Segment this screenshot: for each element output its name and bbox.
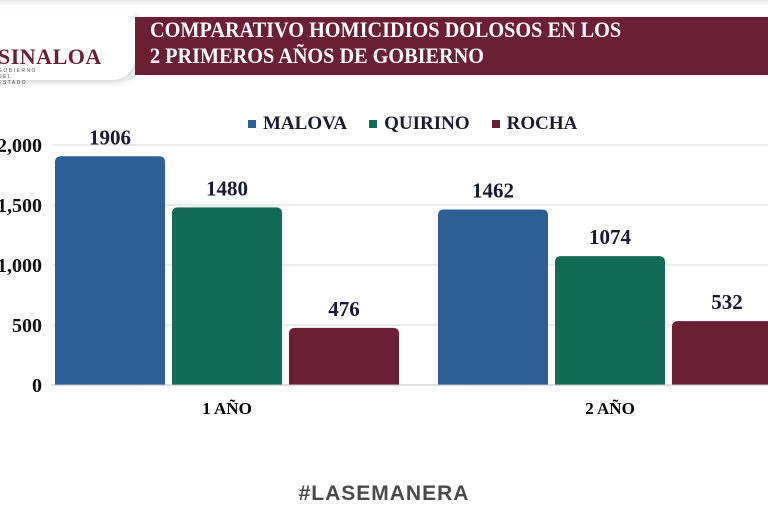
bar-quirino [172,207,282,385]
bar-rocha [289,327,399,385]
legend-label: ROCHA [506,113,578,134]
y-tick-label: 2,000 [0,135,42,157]
x-category-label: 2 AÑO [585,399,635,418]
top-shadow [0,0,768,6]
legend: MALOVA QUIRINO ROCHA [248,113,599,135]
chart-title: COMPARATIVO HOMICIDIOS DOLOSOS EN LOS 2 … [150,17,621,69]
bar-chart: 0 500 1,000 1,500 2,000 1906 1480 476 1 AÑO 1462 1… [0,125,768,418]
legend-label: QUIRINO [384,113,470,134]
data-label: 1462 [472,179,514,203]
bar-rocha [672,321,768,385]
y-tick-label: 0 [32,375,42,397]
data-label: 1906 [89,125,131,149]
legend-swatch [248,120,256,128]
logo-name: SINALOA [0,44,102,69]
x-category-label: 1 AÑO [202,399,252,418]
logo-subtitle: GOBIERNO DEL ESTADO [0,68,37,86]
title-line-2: 2 PRIMEROS AÑOS DE GOBIERNO [150,43,485,68]
data-label: 476 [328,297,360,321]
legend-item-quirino: QUIRINO [369,113,470,135]
title-line-1: COMPARATIVO HOMICIDIOS DOLOSOS EN LOS [150,17,622,42]
legend-swatch [369,120,378,128]
logo: SINALOA GOBIERNO DEL ESTADO [0,12,135,86]
bar-malova [55,156,165,385]
legend-item-rocha: ROCHA [491,113,578,135]
title-banner [135,17,768,75]
data-label: 532 [711,290,743,314]
legend-label: MALOVA [263,113,348,134]
data-label: 1074 [589,225,632,249]
y-tick-label: 1,500 [0,195,42,217]
footer-hashtag: #LASEMANERA [298,482,470,505]
y-tick-label: 500 [12,315,42,337]
bar-quirino [555,256,665,385]
legend-item-malova: MALOVA [248,113,347,135]
y-tick-label: 1,000 [0,255,42,277]
bar-malova [438,209,548,385]
data-label: 1480 [206,176,248,200]
legend-swatch [491,120,500,128]
